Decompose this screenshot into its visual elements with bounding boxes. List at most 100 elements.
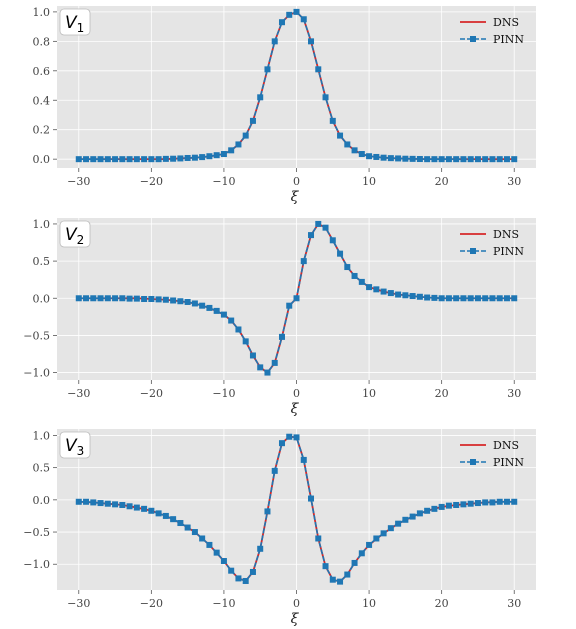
pinn-point: [184, 154, 191, 161]
pinn-point: [416, 293, 423, 300]
pinn-point: [511, 295, 518, 302]
pinn-point: [489, 156, 496, 163]
y-tick-label: 0.8: [33, 35, 51, 48]
pinn-point: [416, 510, 423, 517]
pinn-point: [315, 220, 322, 227]
y-tick-label: 1.0: [33, 218, 51, 231]
pinn-point: [271, 38, 278, 45]
pinn-point: [155, 510, 162, 517]
pinn-point: [148, 156, 155, 163]
pinn-point: [395, 520, 402, 527]
pinn-point: [511, 156, 518, 163]
pinn-point: [83, 295, 90, 302]
x-axis-label: ξ: [291, 611, 300, 627]
pinn-point: [119, 501, 126, 508]
pinn-point: [293, 434, 300, 441]
y-tick-label: 0.5: [33, 255, 51, 268]
pinn-point: [482, 499, 489, 506]
pinn-point: [467, 500, 474, 507]
pinn-point: [278, 19, 285, 26]
pinn-point: [278, 440, 285, 447]
pinn-point: [235, 141, 242, 148]
pinn-point: [75, 295, 82, 302]
pinn-point: [264, 66, 271, 73]
pinn-point: [75, 156, 82, 163]
y-tick-label: 0.6: [33, 65, 51, 78]
pinn-point: [206, 541, 213, 548]
pinn-point: [97, 295, 104, 302]
pinn-point: [503, 295, 510, 302]
pinn-point: [474, 295, 481, 302]
pinn-point: [358, 550, 365, 557]
panel-label: V2: [65, 225, 84, 247]
legend-label-dns: DNS: [493, 16, 519, 29]
pinn-point: [177, 520, 184, 527]
x-tick-label: 30: [507, 387, 521, 400]
pinn-point: [264, 508, 271, 515]
pinn-point: [126, 156, 133, 163]
panel-label: V3: [65, 436, 84, 458]
x-tick-label: 20: [435, 387, 449, 400]
pinn-point: [90, 156, 97, 163]
pinn-point: [75, 498, 82, 505]
pinn-point: [344, 141, 351, 148]
pinn-point: [141, 156, 148, 163]
x-tick-label: −30: [67, 597, 90, 610]
pinn-point: [126, 295, 133, 302]
pinn-point: [329, 576, 336, 583]
x-tick-label: 0: [293, 175, 300, 188]
pinn-point: [460, 501, 467, 508]
pinn-point: [337, 578, 344, 585]
pinn-point: [184, 298, 191, 305]
pinn-point: [257, 545, 264, 552]
pinn-point: [286, 11, 293, 18]
pinn-point: [271, 467, 278, 474]
x-tick-label: 20: [435, 175, 449, 188]
pinn-point: [293, 295, 300, 302]
pinn-point: [453, 295, 460, 302]
pinn-point: [387, 155, 394, 162]
pinn-point: [177, 155, 184, 162]
legend-label-pinn: PINN: [493, 33, 524, 46]
pinn-point: [133, 504, 140, 511]
pinn-point: [402, 292, 409, 299]
x-tick-label: −10: [212, 175, 235, 188]
pinn-point: [438, 503, 445, 510]
pinn-point: [170, 297, 177, 304]
pinn-point: [467, 295, 474, 302]
pinn-point: [358, 278, 365, 285]
pinn-point: [503, 498, 510, 505]
pinn-point: [242, 132, 249, 139]
pinn-point: [395, 155, 402, 162]
panel-label-box: [59, 8, 91, 36]
pinn-point: [438, 295, 445, 302]
y-tick-label: −1.0: [23, 558, 50, 571]
pinn-point: [474, 156, 481, 163]
pinn-point: [148, 507, 155, 514]
pinn-point: [271, 359, 278, 366]
x-tick-label: 20: [435, 597, 449, 610]
pinn-point: [424, 507, 431, 514]
x-tick-label: −10: [212, 597, 235, 610]
pinn-point: [438, 156, 445, 163]
pinn-point: [344, 264, 351, 271]
pinn-point: [83, 498, 90, 505]
pinn-point: [387, 525, 394, 532]
pinn-point: [90, 499, 97, 506]
y-tick-label: 0.2: [33, 124, 51, 137]
pinn-point: [235, 575, 242, 582]
pinn-point: [366, 284, 373, 291]
pinn-point: [489, 499, 496, 506]
panel-label-box: [59, 431, 91, 459]
pinn-point: [170, 516, 177, 523]
legend-label-dns: DNS: [493, 228, 519, 241]
pinn-point: [293, 8, 300, 15]
pinn-point: [366, 153, 373, 160]
pinn-point: [206, 153, 213, 160]
pinn-point: [184, 524, 191, 531]
pinn-point: [242, 338, 249, 345]
y-tick-label: 0.0: [33, 153, 51, 166]
pinn-point: [300, 456, 307, 463]
x-tick-label: −20: [140, 597, 163, 610]
x-axis-label: ξ: [291, 401, 300, 417]
